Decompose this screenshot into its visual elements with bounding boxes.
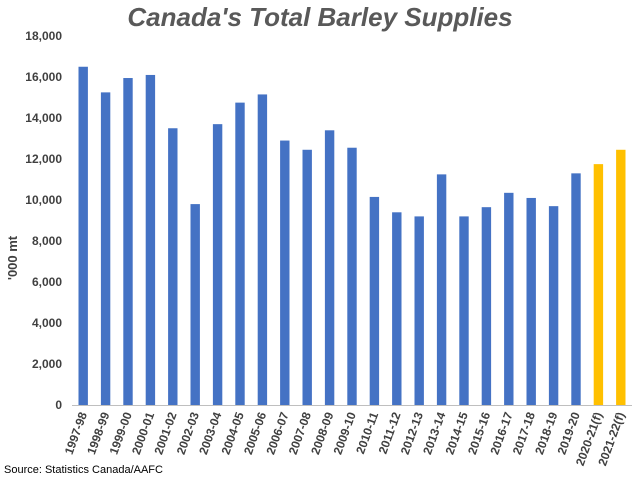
bar-1998-99 xyxy=(100,92,111,405)
bar-2000-01 xyxy=(145,74,156,405)
chart-title: Canada's Total Barley Supplies xyxy=(127,2,513,32)
y-axis: 0 2,000 4,000 6,000 8,000 10,000 12,000 14,000 1… xyxy=(25,29,62,412)
y-tick-label: 16,000 xyxy=(25,70,62,84)
source-note: Source: Statistics Canada/AAFC xyxy=(4,464,163,476)
bar-2014-15 xyxy=(459,216,469,405)
bar-1999-00 xyxy=(123,78,133,406)
y-tick-label: 18,000 xyxy=(25,29,62,43)
bar-2019-20 xyxy=(571,173,581,405)
bar-2010-11 xyxy=(369,196,380,405)
bar-2004-05 xyxy=(235,102,245,405)
y-tick-label: 6,000 xyxy=(32,275,62,289)
bar-1997-98 xyxy=(78,66,88,405)
bars xyxy=(78,66,626,406)
bar-2020-21(f) xyxy=(593,164,604,405)
bar-2021-22(f) xyxy=(616,149,626,405)
bar-2001-02 xyxy=(168,128,178,405)
bar-2012-13 xyxy=(414,216,424,405)
y-tick-label: 10,000 xyxy=(25,193,62,207)
y-axis-title: '000 mt xyxy=(5,235,20,280)
bar-2018-19 xyxy=(548,206,559,405)
bar-2017-18 xyxy=(526,197,536,405)
bar-2007-08 xyxy=(302,149,312,405)
bar-2006-07 xyxy=(280,140,290,406)
bar-2005-06 xyxy=(257,94,268,406)
bar-2016-17 xyxy=(504,192,514,405)
x-axis: 1997-981998-991999-002000-012001-022002-… xyxy=(62,405,632,468)
bar-2011-12 xyxy=(392,212,402,405)
bar-2002-03 xyxy=(190,204,200,405)
bar-2015-16 xyxy=(481,207,492,405)
y-tick-label: 12,000 xyxy=(25,152,62,166)
y-tick-label: 4,000 xyxy=(32,316,62,330)
bar-2009-10 xyxy=(347,147,357,405)
y-tick-label: 2,000 xyxy=(32,357,62,371)
bar-2008-09 xyxy=(324,130,335,406)
bar-2013-14 xyxy=(436,174,447,405)
bar-2003-04 xyxy=(212,124,223,406)
y-tick-label: 8,000 xyxy=(32,234,62,248)
y-tick-label: 0 xyxy=(55,398,62,412)
y-tick-label: 14,000 xyxy=(25,111,62,125)
